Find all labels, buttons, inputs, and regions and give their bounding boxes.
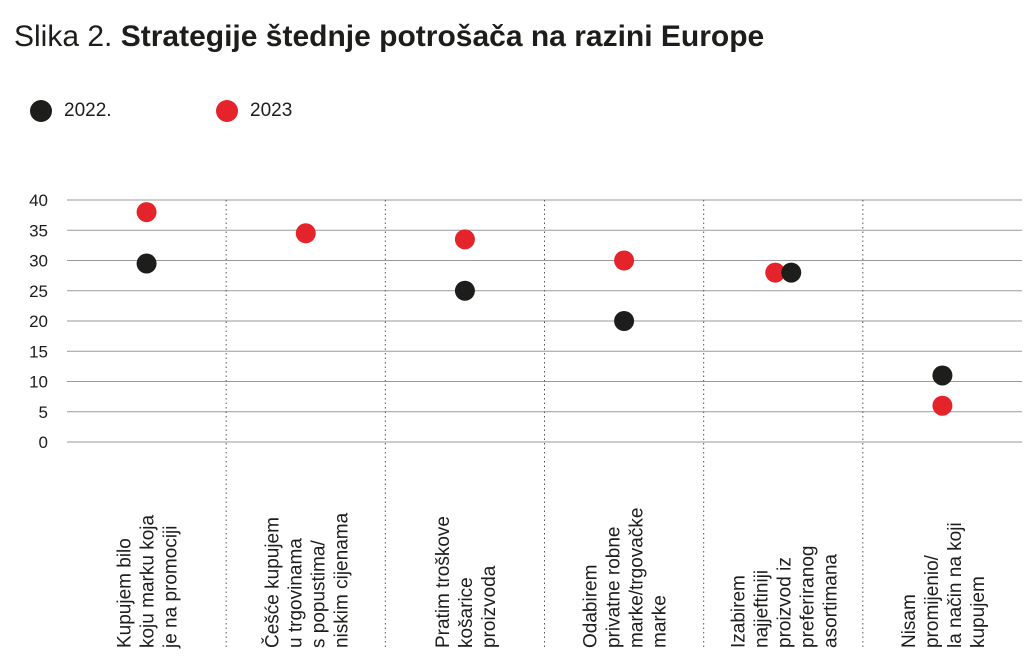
x-category-label: marke	[650, 595, 671, 648]
data-point-2023	[614, 250, 635, 271]
y-tick-label: 30	[29, 252, 48, 271]
x-category-label: kupujem	[968, 576, 989, 648]
y-tick-label: 15	[29, 342, 48, 361]
x-category-label: s popustima/	[308, 540, 329, 648]
x-category-label: Nisam	[899, 594, 920, 648]
x-category-label: asortimana	[820, 554, 841, 648]
data-point-2022	[932, 365, 953, 386]
data-point-2023	[136, 202, 157, 223]
x-category-label: Izabirem	[728, 575, 749, 648]
data-point-2022	[136, 253, 157, 274]
x-category-label: preferiranog	[797, 546, 818, 648]
figure-title: Strategije štednje potrošača na razini E…	[120, 20, 765, 53]
data-point-2022	[454, 280, 475, 301]
x-category-label: promijenio/	[922, 554, 943, 648]
legend-label-2022: 2022.	[64, 100, 112, 121]
x-category-label: je na promociji	[161, 526, 182, 650]
data-point-2023	[295, 223, 316, 244]
x-category-label: marke/trgovačke	[627, 508, 648, 648]
legend-label-2023: 2023	[250, 100, 293, 121]
y-tick-label: 40	[29, 191, 48, 210]
x-category-label: u trgovinama	[285, 538, 306, 648]
data-point-2023	[932, 395, 953, 416]
x-category-label: la način na koji	[945, 522, 966, 648]
y-tick-label: 35	[29, 221, 48, 240]
legend-item-2022: 2022.	[30, 100, 112, 122]
x-category-label: koju marku koja	[138, 515, 159, 648]
chart-title: Slika 2. Strategije štednje potrošača na…	[14, 20, 764, 54]
data-point-2023	[765, 262, 786, 283]
legend: 2022. 2023	[30, 100, 430, 130]
x-category-label: niskim cijenama	[331, 512, 352, 648]
x-category-label: Pratim troškove	[433, 516, 454, 648]
legend-item-2023: 2023	[216, 100, 292, 122]
y-tick-label: 10	[29, 373, 48, 392]
data-point-2022	[781, 262, 802, 283]
y-tick-label: 0	[39, 433, 48, 452]
y-tick-label: 20	[29, 312, 48, 331]
x-category-label: najjeftiniji	[751, 570, 772, 648]
x-category-label: proizvoda	[479, 565, 500, 648]
legend-marker-2023	[216, 100, 238, 122]
y-tick-label: 25	[29, 282, 48, 301]
x-category-label: košarice	[456, 577, 477, 648]
x-category-label: Kupujem bilo	[115, 538, 136, 648]
x-category-label: Češće kupujem	[261, 517, 283, 648]
x-category-label: privatne robne	[604, 527, 625, 648]
data-point-2022	[614, 311, 635, 331]
figure-number: Slika 2.	[14, 20, 113, 53]
x-category-label: Odabirem	[581, 565, 602, 648]
data-point-2023	[454, 229, 475, 250]
legend-marker-2022	[30, 100, 52, 122]
x-category-label: proizvod iz	[774, 557, 795, 648]
y-tick-label: 5	[39, 403, 48, 422]
